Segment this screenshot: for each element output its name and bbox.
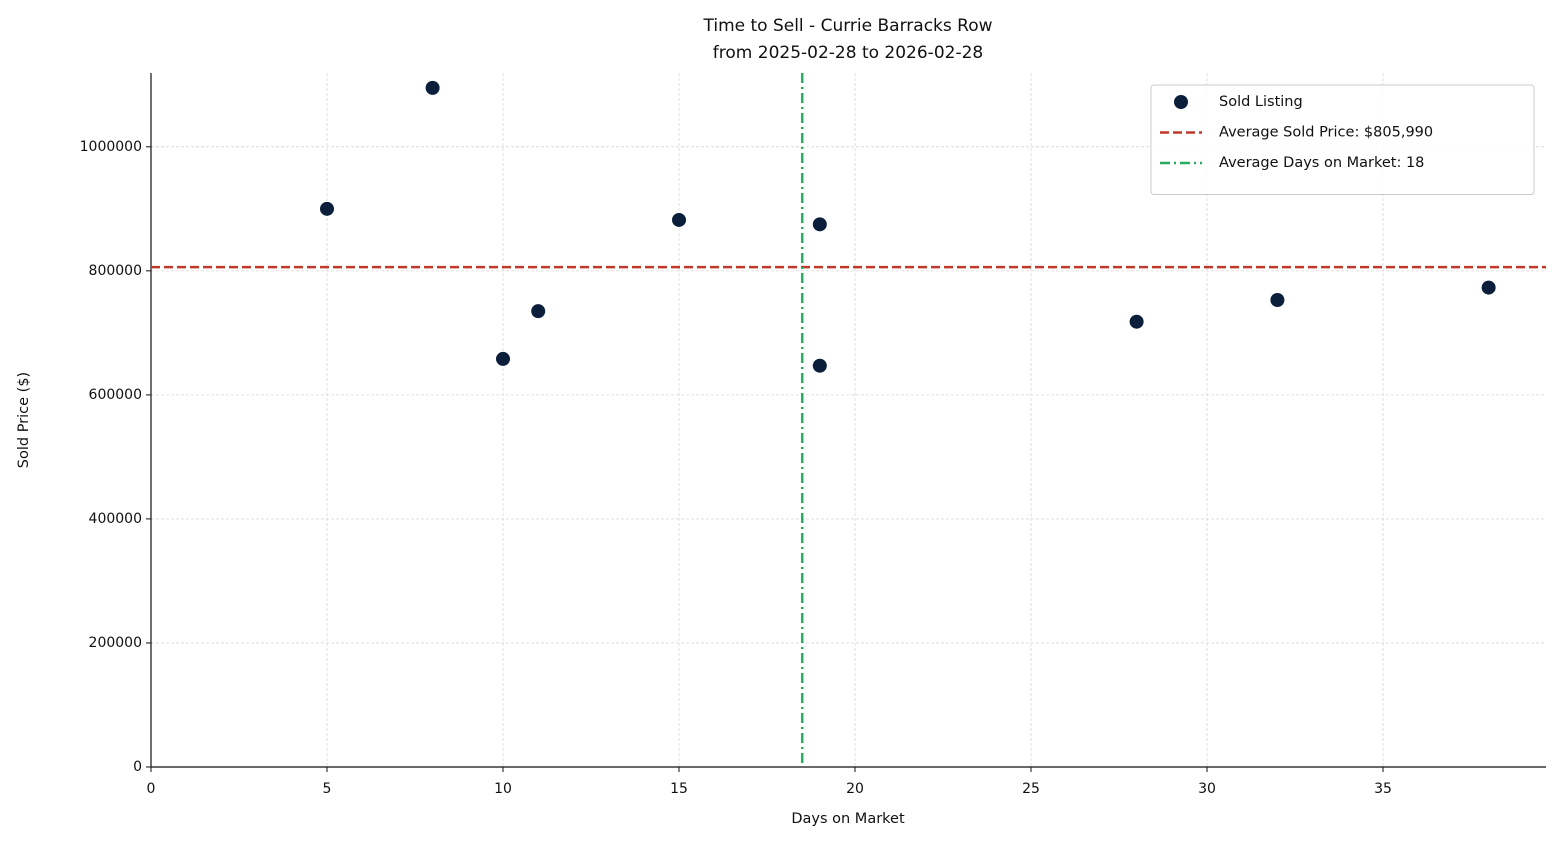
point [812, 217, 827, 232]
x-tick-label: 0 [147, 781, 156, 797]
point [1270, 292, 1285, 307]
y-tick-label: 400000 [89, 511, 142, 527]
point [1129, 314, 1144, 329]
x-tick-label: 25 [1022, 781, 1040, 797]
legend-marker [1174, 95, 1188, 109]
chart-subtitle: from 2025-02-28 to 2026-02-28 [713, 43, 983, 63]
point [812, 358, 827, 373]
x-tick-label: 30 [1198, 781, 1216, 797]
point [320, 201, 335, 216]
legend-label: Average Days on Market: 18 [1219, 155, 1424, 171]
y-tick-label: 800000 [89, 263, 142, 279]
x-tick-label: 15 [670, 781, 688, 797]
x-tick-label: 35 [1374, 781, 1392, 797]
y-tick-label: 600000 [89, 387, 142, 403]
legend-box [1150, 84, 1535, 195]
y-tick-label: 1000000 [80, 139, 142, 155]
x-tick-label: 20 [846, 781, 864, 797]
x-tick-label: 5 [323, 781, 332, 797]
point [496, 351, 511, 366]
x-tick-label: 10 [494, 781, 512, 797]
y-axis-label: Sold Price ($) [16, 372, 32, 468]
y-tick-label: 0 [133, 759, 142, 775]
point [425, 80, 440, 95]
point [1481, 280, 1496, 295]
legend-label: Average Sold Price: $805,990 [1219, 125, 1433, 141]
legend-label: Sold Listing [1219, 94, 1303, 110]
y-tick-label: 200000 [89, 635, 142, 651]
chart-title: Time to Sell - Currie Barracks Row [702, 16, 992, 36]
x-axis-label: Days on Market [791, 811, 905, 827]
point [672, 212, 687, 227]
point [531, 304, 546, 319]
